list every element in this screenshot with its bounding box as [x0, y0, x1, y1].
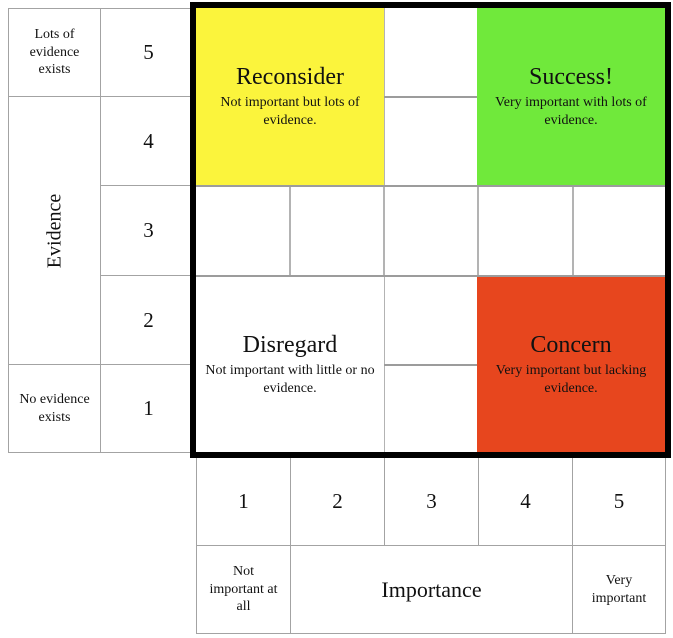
quadrant-success: Success! Very important with lots of evi… — [477, 8, 665, 185]
quadrant-concern: Concern Very important but lacking evide… — [477, 277, 665, 452]
importance-axis-title: Importance — [290, 545, 573, 634]
importance-scale-1: 1 — [196, 457, 291, 546]
importance-scale-2: 2 — [290, 457, 385, 546]
reconsider-subtitle: Not important but lots of evidence. — [220, 95, 360, 128]
reconsider-title: Reconsider — [236, 64, 344, 90]
concern-title: Concern — [530, 332, 612, 358]
gridline-v-3 — [477, 8, 479, 452]
evidence-axis-cell: Evidence — [8, 96, 101, 365]
evidence-high-label: Lots of evidence exists — [8, 8, 101, 97]
gridline-h-4 — [196, 364, 665, 366]
evidence-scale-3: 3 — [100, 185, 197, 276]
evidence-high-label-text: Lots of evidence exists — [29, 26, 80, 78]
importance-low-label-text: Not important at all — [209, 563, 278, 615]
gridline-h-3 — [196, 275, 665, 277]
importance-scale-5: 5 — [572, 457, 666, 546]
success-subtitle: Very important with lots of evidence. — [495, 95, 647, 128]
importance-scale-3: 3 — [384, 457, 479, 546]
importance-scale-4: 4 — [478, 457, 573, 546]
evidence-low-label-text: No evidence exists — [19, 391, 90, 425]
importance-high-label: Very important — [572, 545, 666, 634]
importance-high-label-text: Very important — [591, 572, 647, 606]
quadrant-disregard: Disregard Not important with little or n… — [196, 277, 384, 452]
disregard-subtitle: Not important with little or no evidence… — [205, 363, 375, 396]
gridline-h-1 — [196, 96, 665, 98]
importance-low-label: Not important at all — [196, 545, 291, 634]
success-title: Success! — [529, 64, 613, 90]
quadrant-reconsider: Reconsider Not important but lots of evi… — [196, 8, 384, 185]
evidence-scale-2: 2 — [100, 275, 197, 365]
evidence-scale-4: 4 — [100, 96, 197, 186]
evidence-axis-title: Evidence — [43, 193, 65, 268]
disregard-title: Disregard — [242, 332, 338, 358]
matrix-grid: Reconsider Not important but lots of evi… — [190, 2, 671, 458]
gridline-v-4 — [572, 8, 574, 452]
evidence-scale-5: 5 — [100, 8, 197, 97]
concern-subtitle: Very important but lacking evidence. — [495, 363, 647, 396]
evidence-low-label: No evidence exists — [8, 364, 101, 453]
gridline-v-2 — [383, 8, 385, 452]
evidence-scale-1: 1 — [100, 364, 197, 453]
gridline-h-2 — [196, 185, 665, 187]
gridline-v-1 — [289, 8, 291, 452]
